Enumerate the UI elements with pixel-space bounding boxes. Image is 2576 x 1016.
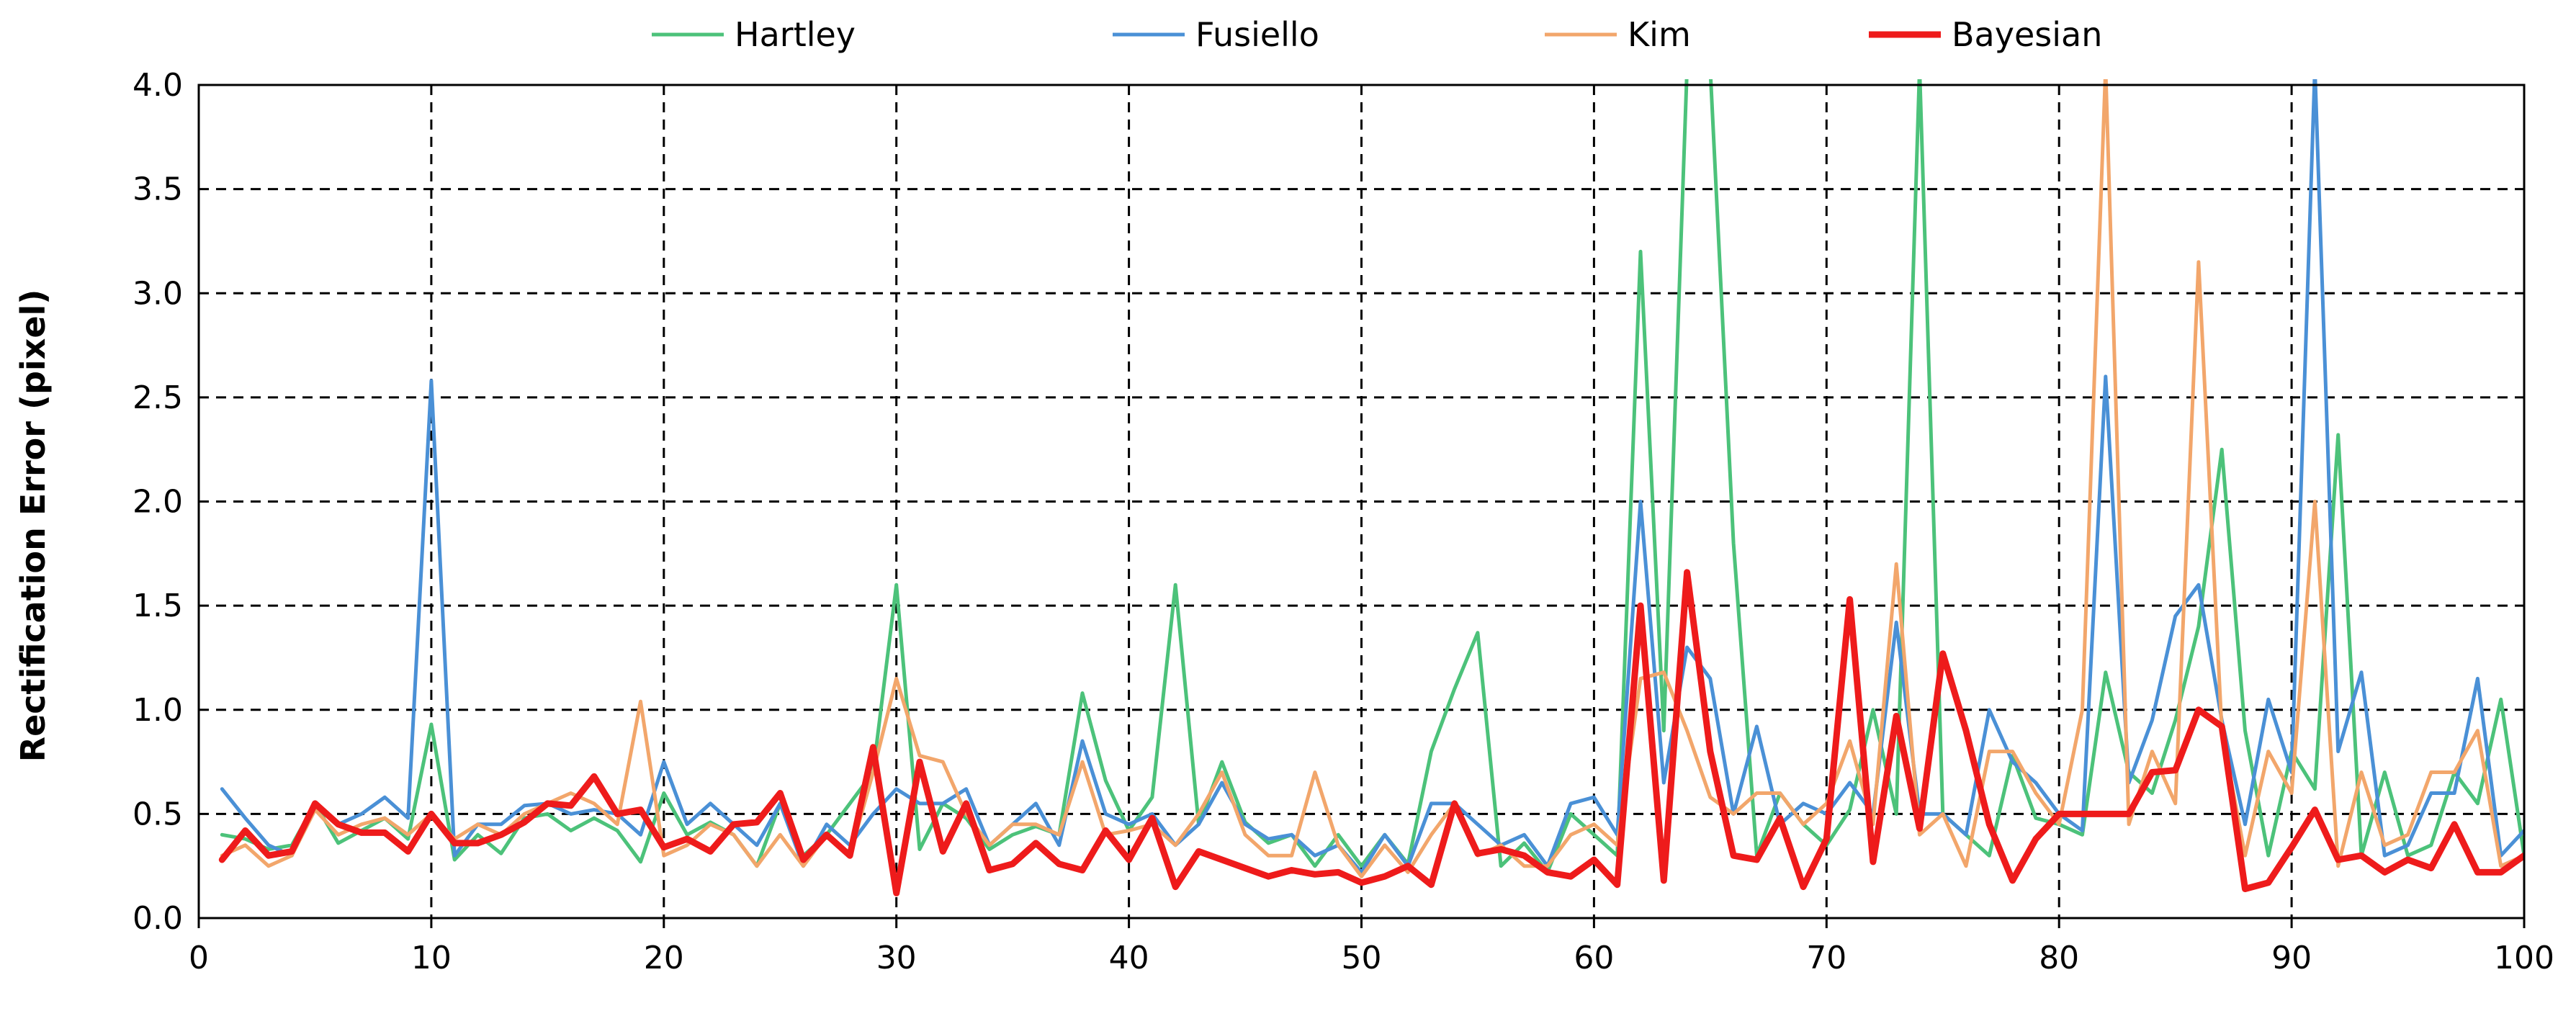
y-tick-label: 1.0 <box>133 692 183 729</box>
x-tick-label: 30 <box>876 940 917 976</box>
x-tick-label: 20 <box>644 940 684 976</box>
legend-label-hartley: Hartley <box>735 15 856 54</box>
x-tick-label: 100 <box>2494 940 2554 976</box>
series-lines <box>218 79 2524 896</box>
x-tick-label: 0 <box>189 940 209 976</box>
grid <box>199 85 2524 918</box>
legend-label-fusiello: Fusiello <box>1195 15 1319 54</box>
y-tick-label: 0.5 <box>133 796 183 832</box>
y-axis-title: Rectification Error (pixel) <box>14 289 53 763</box>
legend-label-kim: Kim <box>1628 15 1691 54</box>
legend: Hartley Fusiello Kim Bayesian <box>652 15 2102 54</box>
y-tick-label: 0.0 <box>133 900 183 937</box>
x-tick-label: 90 <box>2271 940 2312 976</box>
y-tick-label: 2.0 <box>133 484 183 521</box>
y-tick-label: 1.5 <box>133 588 183 624</box>
y-tick-label: 3.5 <box>133 171 183 208</box>
legend-label-bayesian: Bayesian <box>1952 15 2102 54</box>
y-tick-label: 4.0 <box>133 67 183 104</box>
y-tick-label: 2.5 <box>133 379 183 416</box>
x-tick-label: 60 <box>1574 940 1614 976</box>
x-tick-label: 70 <box>1806 940 1846 976</box>
axis-ticks: 0 10 20 30 40 50 60 70 80 90 100 0.0 0.5 1.0 1.5 2.0 2.5… <box>133 67 2554 976</box>
x-tick-label: 80 <box>2039 940 2079 976</box>
x-tick-label: 10 <box>411 940 452 976</box>
x-tick-label: 40 <box>1109 940 1149 976</box>
series-line-bayesian <box>218 569 2524 896</box>
y-tick-label: 3.0 <box>133 275 183 312</box>
x-tick-label: 50 <box>1342 940 1382 976</box>
